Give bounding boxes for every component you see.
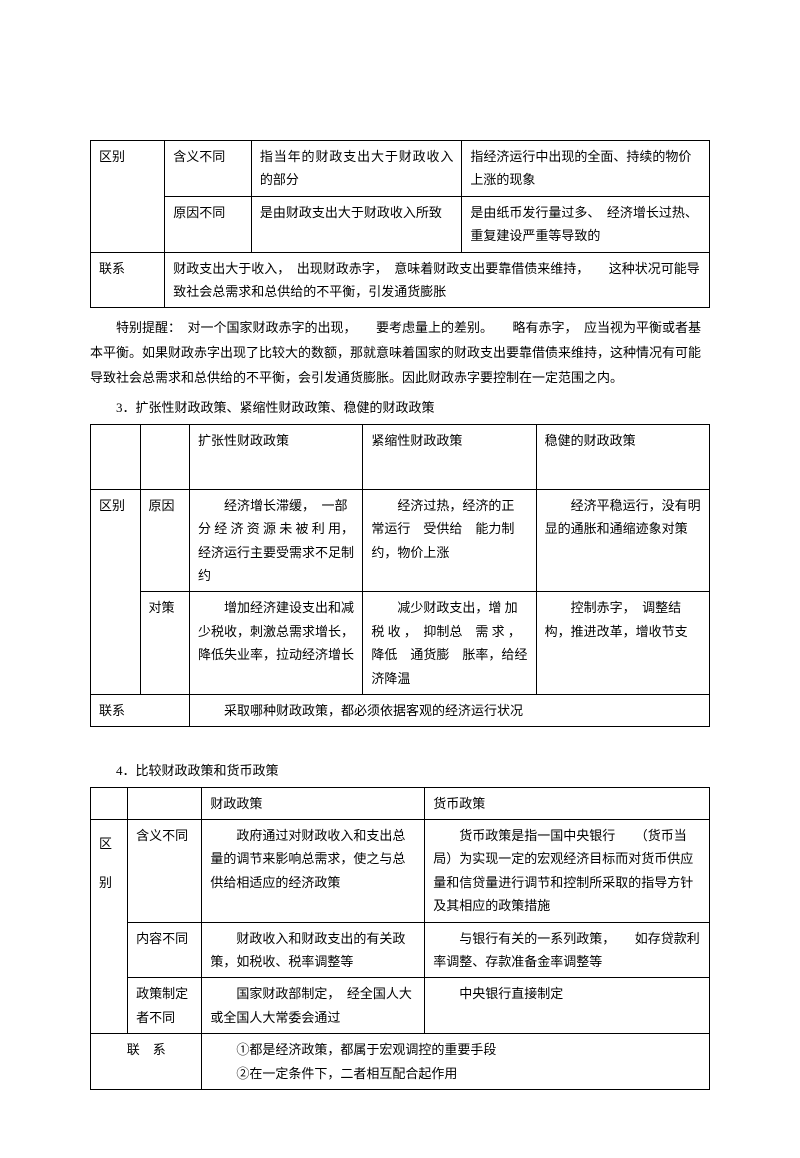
section-4-title: 4．比较财政政策和货币政策 — [90, 759, 710, 782]
cell: 紧缩性财政政策 — [363, 424, 536, 489]
cell: 政府通过对财政收入和支出总量的调节来影响总需求，使之与总供给相适应的经济政策 — [202, 820, 425, 923]
cell: 控制赤字， 调整结构，推进改革，增收节支 — [536, 592, 709, 695]
table-fiscal-policies: 扩张性财政政策 紧缩性财政政策 稳健的财政政策 区别 原因 经济增长滞缓， 一部… — [90, 424, 710, 728]
cell: 含义不同 — [128, 820, 202, 923]
table-row: 对策 增加经济建设支出和减少税收，刺激总需求增长，降低失业率，拉动经济增长 减少… — [91, 592, 710, 695]
cell — [91, 424, 141, 489]
cell: 中央银行直接制定 — [425, 978, 710, 1034]
section-3-title: 3．扩张性财政政策、紧缩性财政政策、稳健的财政政策 — [90, 396, 710, 419]
cell-relation: 联 系 — [91, 1034, 202, 1090]
cell: 内容不同 — [128, 922, 202, 978]
table-row: 区别 含义不同 指当年的财政支出大于财政收入的部分 指经济运行中出现的全面、持续… — [91, 141, 710, 197]
table-row: 联系 财政支出大于收入， 出现财政赤字， 意味着财政支出要靠借债来维持， 这种状… — [91, 252, 710, 308]
cell: 采取哪种财政政策，都必须依据客观的经济运行状况 — [190, 694, 710, 726]
cell-distinction: 区别 — [91, 820, 128, 1034]
table-row: 联 系 ①都是经济政策，都属于宏观调控的重要手段 ②在一定条件下，二者相互配合起… — [91, 1034, 710, 1090]
cell: 财政政策 — [202, 787, 425, 819]
table-row: 区别 含义不同 政府通过对财政收入和支出总量的调节来影响总需求，使之与总供给相适… — [91, 820, 710, 923]
cell: 货币政策 — [425, 787, 710, 819]
cell: 经济增长滞缓， 一部 分 经 济 资 源 未 被 利 用，经济运行主要受需求不足… — [190, 489, 363, 592]
cell — [140, 424, 190, 489]
table-row: 扩张性财政政策 紧缩性财政政策 稳健的财政政策 — [91, 424, 710, 489]
cell: 是由财政支出大于财政收入所致 — [251, 196, 461, 252]
table-fiscal-monetary: 财政政策 货币政策 区别 含义不同 政府通过对财政收入和支出总量的调节来影响总需… — [90, 787, 710, 1090]
cell: 增加经济建设支出和减少税收，刺激总需求增长，降低失业率，拉动经济增长 — [190, 592, 363, 695]
cell: 财政收入和财政支出的有关政策，如税收、税率调整等 — [202, 922, 425, 978]
table-row: 区别 原因 经济增长滞缓， 一部 分 经 济 资 源 未 被 利 用，经济运行主… — [91, 489, 710, 592]
cell-relation: 联系 — [91, 694, 190, 726]
cell: ①都是经济政策，都属于宏观调控的重要手段 ②在一定条件下，二者相互配合起作用 — [202, 1034, 710, 1090]
cell: 指经济运行中出现的全面、持续的物价上涨的现象 — [462, 141, 710, 197]
cell: 国家财政部制定， 经全国人大或全国人大常委会通过 — [202, 978, 425, 1034]
table-deficit-inflation: 区别 含义不同 指当年的财政支出大于财政收入的部分 指经济运行中出现的全面、持续… — [90, 140, 710, 308]
cell: 原因 — [140, 489, 190, 592]
cell: 政策制定者不同 — [128, 978, 202, 1034]
cell: 经济平稳运行，没有明显的通胀和通缩迹象对策 — [536, 489, 709, 592]
cell: 货币政策是指一国中央银行 （货币当局）为实现一定的宏观经济目标而对货币供应量和信… — [425, 820, 710, 923]
cell: 与银行有关的一系列政策， 如存贷款利率调整、存款准备金率调整等 — [425, 922, 710, 978]
cell: 原因不同 — [165, 196, 252, 252]
cell: 对策 — [140, 592, 190, 695]
cell — [91, 787, 128, 819]
table-row: 政策制定者不同 国家财政部制定， 经全国人大或全国人大常委会通过 中央银行直接制… — [91, 978, 710, 1034]
table-row: 原因不同 是由财政支出大于财政收入所致 是由纸币发行量过多、 经济增长过热、重复… — [91, 196, 710, 252]
cell: 含义不同 — [165, 141, 252, 197]
cell: 稳健的财政政策 — [536, 424, 709, 489]
table-row: 联系 采取哪种财政政策，都必须依据客观的经济运行状况 — [91, 694, 710, 726]
cell: 财政支出大于收入， 出现财政赤字， 意味着财政支出要靠借债来维持， 这种状况可能… — [165, 252, 710, 308]
cell: 减少财政支出，增 加 税 收 ， 抑制总 需 求 ，降低 通货膨 胀率，给经济降… — [363, 592, 536, 695]
cell: 扩张性财政政策 — [190, 424, 363, 489]
cell: 是由纸币发行量过多、 经济增长过热、重复建设严重等导致的 — [462, 196, 710, 252]
cell-distinction: 区别 — [91, 489, 141, 694]
paragraph-reminder: 特别提醒： 对一个国家财政赤字的出现， 要考虑量上的差别。 略有赤字， 应当视为… — [90, 316, 710, 390]
table-row: 内容不同 财政收入和财政支出的有关政策，如税收、税率调整等 与银行有关的一系列政… — [91, 922, 710, 978]
cell — [128, 787, 202, 819]
cell: 指当年的财政支出大于财政收入的部分 — [251, 141, 461, 197]
cell: 经济过热，经济的正 常运行 受供给 能力制约，物价上涨 — [363, 489, 536, 592]
table-row: 财政政策 货币政策 — [91, 787, 710, 819]
cell-relation: 联系 — [91, 252, 165, 308]
cell-distinction: 区别 — [91, 141, 165, 253]
